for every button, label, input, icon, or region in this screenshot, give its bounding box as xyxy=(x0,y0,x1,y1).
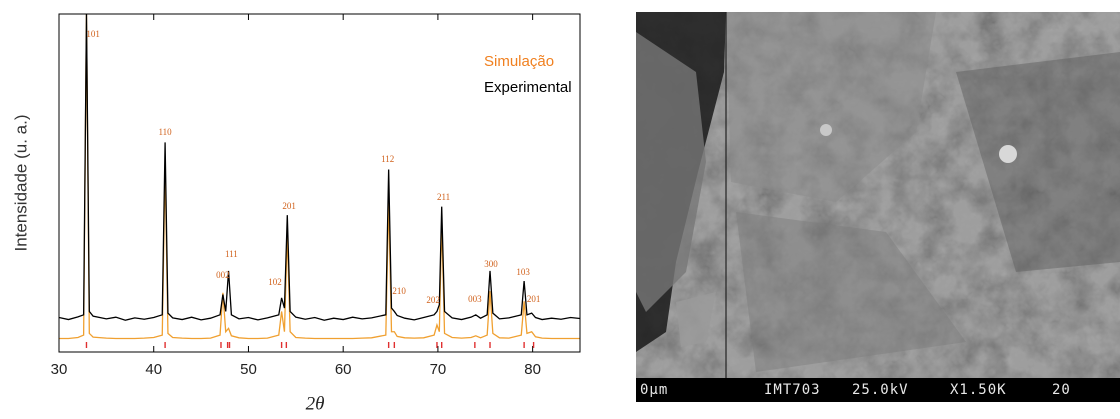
x-tick-label: 40 xyxy=(145,361,162,378)
peak-label: 112 xyxy=(381,154,394,164)
sem-grain xyxy=(636,32,706,312)
x-tick-label: 70 xyxy=(430,361,447,378)
legend-label: Simulação xyxy=(484,53,554,70)
peak-label: 201 xyxy=(527,294,541,304)
plot-frame xyxy=(58,13,581,353)
sem-scale: 0µm xyxy=(640,382,668,398)
x-tick-label: 80 xyxy=(524,361,541,378)
sem-particle xyxy=(820,124,832,136)
sem-id: IMT703 xyxy=(764,382,821,398)
peak-label: 211 xyxy=(437,192,450,202)
x-axis-label: 2θ xyxy=(306,393,325,414)
peak-label: 202 xyxy=(426,295,440,305)
sem-voltage: 25.0kV xyxy=(852,382,909,398)
sem-grain xyxy=(956,52,1120,272)
peak-label: 003 xyxy=(468,294,482,304)
chart: Intensidade (u. a.) 2θ 30 40 50 60 70 80 101 11… xyxy=(11,13,581,414)
x-tick-label: 60 xyxy=(335,361,352,378)
peak-label: 210 xyxy=(392,286,406,296)
sem-grain xyxy=(736,212,966,372)
sem-particle xyxy=(676,292,716,347)
peak-label: 300 xyxy=(484,259,498,269)
peak-label: 110 xyxy=(159,127,173,137)
peak-label: 101 xyxy=(86,29,100,39)
sem-info-bar xyxy=(636,378,1120,402)
y-axis-label: Intensidade (u. a.) xyxy=(11,114,30,251)
legend-label: Experimental xyxy=(484,79,572,96)
sem-particle xyxy=(999,145,1017,163)
sem-scale-value: 20 xyxy=(1052,382,1071,398)
micrograph: 0µm IMT703 25.0kV X1.50K 20 xyxy=(636,12,1120,402)
sem-magnification: X1.50K xyxy=(950,382,1007,398)
peak-label: 111 xyxy=(225,249,238,259)
sem-grain xyxy=(726,12,936,202)
x-tick-label: 50 xyxy=(240,361,257,378)
peak-label: 102 xyxy=(268,277,282,287)
peak-label: 002 xyxy=(216,270,230,280)
peak-label: 103 xyxy=(516,267,530,277)
series-line xyxy=(59,14,580,340)
x-tick-label: 30 xyxy=(51,361,68,378)
series-line xyxy=(59,14,580,321)
peak-label: 201 xyxy=(282,201,296,211)
